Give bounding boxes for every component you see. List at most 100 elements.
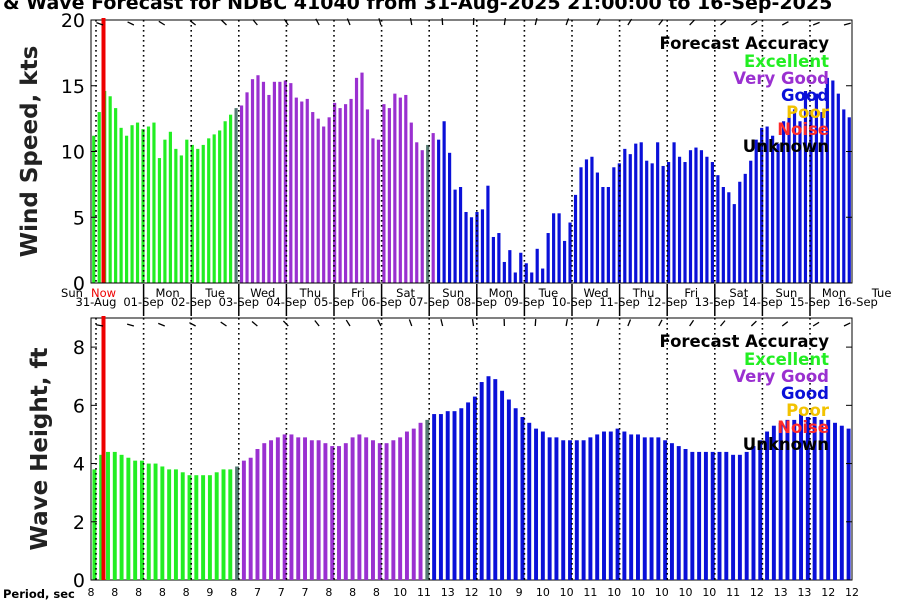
wave-bar	[609, 432, 613, 580]
wave-bar	[249, 458, 253, 580]
wind-bar	[174, 149, 177, 283]
wind-bar	[552, 213, 555, 283]
wave-bar	[677, 446, 681, 580]
wind-bar	[317, 119, 320, 283]
wind-bar	[147, 127, 150, 283]
wind-bar	[601, 187, 604, 283]
wind-bar	[224, 121, 227, 283]
wave-bar	[201, 475, 205, 580]
period-axis-label: Period, sec	[3, 587, 75, 600]
wind-y-axis-label: Wind Speed, kts	[17, 46, 43, 258]
wave-bar	[752, 446, 756, 580]
wind-bar	[777, 144, 780, 283]
wind-bar	[448, 153, 451, 283]
wave-bar	[385, 443, 389, 580]
wave-bar	[323, 443, 327, 580]
wave-bar	[439, 414, 443, 580]
wind-bar	[519, 253, 522, 283]
wave-bar	[738, 455, 742, 580]
wave-bar	[242, 461, 246, 580]
wind-bar	[470, 217, 473, 283]
wind-legend-entry: Unknown	[743, 137, 829, 156]
wave-bar	[548, 437, 552, 580]
wind-bar	[240, 105, 243, 283]
wind-bar	[339, 108, 342, 283]
period-tick-label: 8	[373, 586, 380, 599]
wave-y-tick-label: 6	[73, 395, 85, 417]
wave-bar	[847, 429, 851, 580]
wave-bar	[446, 411, 450, 580]
wind-bar	[651, 163, 654, 283]
date-label: 16-Sep	[837, 295, 877, 309]
period-tick-label: 13	[441, 586, 455, 599]
wave-legend-title: Forecast Accuracy	[659, 332, 829, 351]
wave-bar	[690, 452, 694, 580]
wave-bar	[541, 432, 545, 580]
wave-bar	[154, 464, 158, 580]
wave-bar	[228, 469, 232, 580]
period-tick-label: 8	[230, 586, 237, 599]
wave-bar	[595, 434, 599, 580]
wave-bar	[262, 443, 266, 580]
period-tick-label: 9	[516, 586, 523, 599]
wind-bar	[596, 173, 599, 283]
period-tick-label: 11	[726, 586, 740, 599]
wave-bar	[487, 376, 491, 580]
wind-bar	[415, 142, 418, 283]
wind-bar	[541, 269, 544, 283]
wind-bar	[848, 117, 851, 283]
wind-bar	[306, 99, 309, 283]
wind-bar	[629, 154, 632, 283]
wave-y-tick-label: 4	[73, 454, 85, 476]
wave-y-axis-label: Wave Height, ft	[27, 348, 53, 551]
period-tick-label: 8	[325, 586, 332, 599]
period-tick-label: 10	[560, 586, 574, 599]
wave-bar	[194, 475, 198, 580]
wave-bar	[670, 443, 674, 580]
wave-bar	[724, 452, 728, 580]
wind-bar	[590, 157, 593, 283]
wind-y-tick-label: 15	[61, 76, 85, 98]
wind-bar	[837, 94, 840, 283]
wind-bar	[558, 213, 561, 283]
wave-bar	[120, 455, 124, 580]
wave-bar	[514, 408, 518, 580]
wave-bar	[113, 452, 117, 580]
wind-bar	[256, 75, 259, 283]
wind-bar	[136, 123, 139, 283]
wind-bar	[382, 104, 385, 283]
wind-bar	[492, 237, 495, 283]
wind-bar	[689, 150, 692, 283]
wind-bar	[574, 195, 577, 283]
period-tick-label: 8	[135, 586, 142, 599]
wind-bar	[235, 108, 238, 283]
period-tick-label: 10	[702, 586, 716, 599]
wave-bar	[493, 379, 497, 580]
wind-legend-title: Forecast Accuracy	[659, 34, 829, 53]
wind-bar	[749, 161, 752, 283]
wind-bar	[481, 209, 484, 283]
wind-bar	[536, 249, 539, 283]
wind-bar	[278, 82, 281, 283]
wave-bar	[222, 469, 226, 580]
period-tick-label: 7	[278, 586, 285, 599]
period-tick-label: 12	[845, 586, 859, 599]
wave-bar	[582, 440, 586, 580]
wave-bar	[160, 466, 164, 580]
wave-bar	[697, 452, 701, 580]
wave-bar	[364, 437, 368, 580]
wind-bar	[399, 98, 402, 283]
period-tick-label: 13	[797, 586, 811, 599]
wave-bar	[656, 437, 660, 580]
wave-bar	[745, 452, 749, 580]
wave-y-tick-label: 2	[73, 512, 85, 534]
wind-bar	[245, 92, 248, 283]
wind-bar	[213, 134, 216, 283]
wave-bar	[269, 440, 273, 580]
wind-bar	[623, 149, 626, 283]
wind-bar	[218, 130, 221, 283]
wave-bar	[466, 402, 470, 580]
wind-bar	[202, 145, 205, 283]
wind-bar	[831, 80, 834, 283]
